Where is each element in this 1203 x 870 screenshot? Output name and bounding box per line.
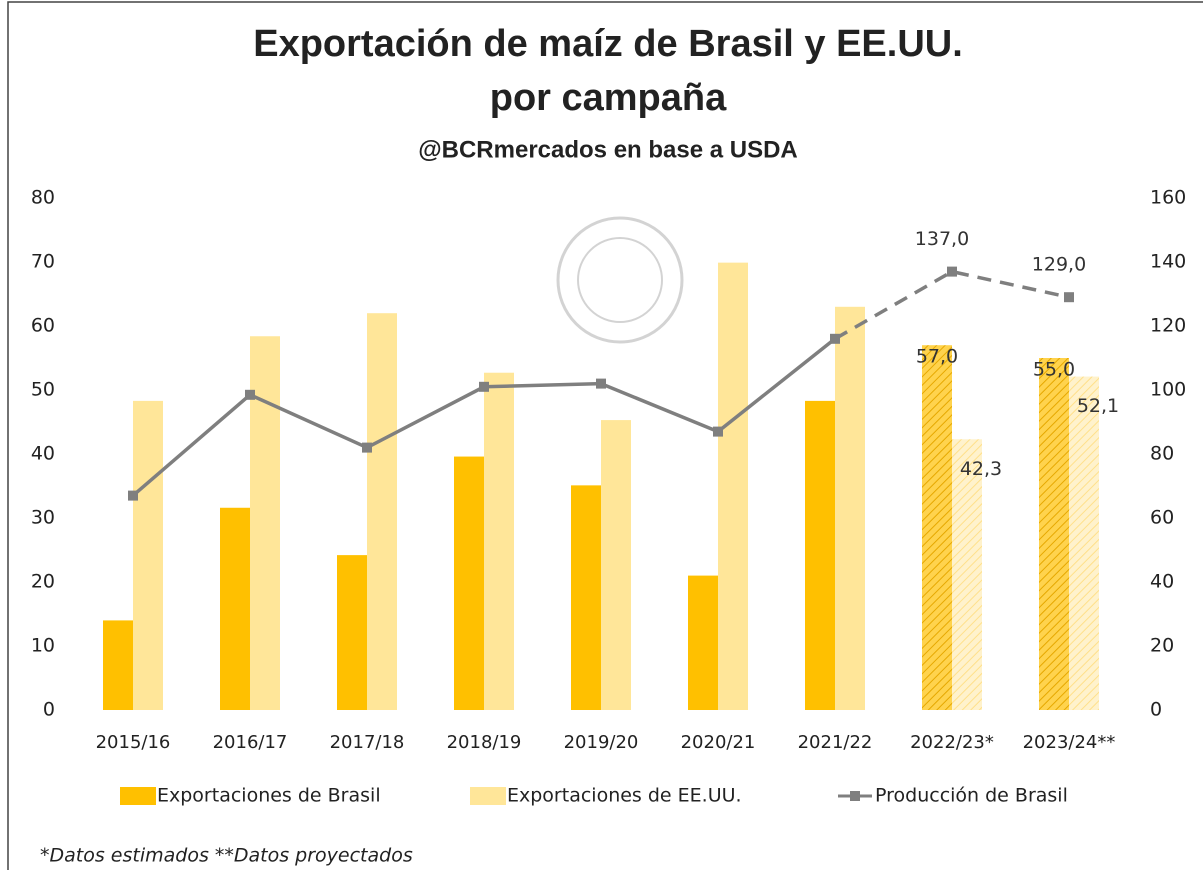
- data-label: 42,3: [960, 458, 1002, 480]
- line-marker: [596, 378, 606, 389]
- y-tick-label: 80: [31, 187, 55, 209]
- bar: [718, 262, 748, 710]
- line-marker: [1064, 292, 1074, 303]
- line-marker: [128, 490, 138, 501]
- x-tick-label: 2017/18: [330, 732, 405, 753]
- chart-title: Exportación de maíz de Brasil y EE.UU.: [253, 23, 963, 65]
- data-label: 55,0: [1033, 359, 1075, 381]
- y-tick-label: 40: [31, 443, 55, 465]
- bar: [367, 313, 397, 710]
- data-label: 52,1: [1077, 395, 1119, 417]
- bar: [103, 620, 133, 710]
- bar: [220, 507, 250, 710]
- frame: [7, 1, 1203, 870]
- legend-label: Producción de Brasil: [875, 785, 1068, 807]
- bar: [601, 420, 631, 710]
- y2-tick-label: 60: [1150, 507, 1174, 529]
- line-marker: [830, 333, 840, 344]
- y-tick-label: 10: [31, 635, 55, 657]
- y2-tick-label: 120: [1150, 315, 1186, 337]
- bar: [1039, 358, 1069, 710]
- line-marker: [479, 381, 489, 392]
- legend-label: Exportaciones de Brasil: [157, 785, 381, 807]
- y2-tick-label: 80: [1150, 443, 1174, 465]
- legend-label: Exportaciones de EE.UU.: [507, 785, 742, 807]
- bar: [952, 439, 982, 710]
- y-tick-label: 30: [31, 507, 55, 529]
- bar: [571, 485, 601, 710]
- data-label: 57,0: [916, 346, 958, 368]
- y-tick-label: 50: [31, 379, 55, 401]
- data-label: 137,0: [915, 228, 969, 250]
- legend-swatch: [120, 787, 156, 805]
- y2-tick-label: 0: [1150, 699, 1162, 721]
- x-tick-label: 2018/19: [447, 732, 522, 753]
- line-marker: [947, 266, 957, 277]
- bar: [454, 456, 484, 710]
- bar: [805, 400, 835, 710]
- y-tick-label: 70: [31, 251, 55, 273]
- bar: [133, 400, 163, 710]
- x-tick-label: 2022/23*: [910, 732, 994, 753]
- line-dashed: [834, 269, 1070, 341]
- bar: [922, 345, 952, 710]
- y-tick-label: 20: [31, 571, 55, 593]
- y2-tick-label: 20: [1150, 635, 1174, 657]
- y2-tick-label: 140: [1150, 251, 1186, 273]
- x-tick-label: 2023/24**: [1023, 732, 1116, 753]
- legend-swatch: [470, 787, 506, 805]
- bar: [337, 555, 367, 710]
- footnote: *Datos estimados **Datos proyectados: [40, 845, 413, 867]
- y-tick-label: 0: [43, 699, 55, 721]
- chart-title-line2: por campaña: [490, 77, 727, 119]
- x-tick-label: 2015/16: [96, 732, 171, 753]
- line-marker: [245, 389, 255, 400]
- chart-subtitle: @BCRmercados en base a USDA: [418, 136, 798, 163]
- line-marker: [713, 426, 723, 437]
- bar: [484, 372, 514, 710]
- legend-swatch-marker: [850, 791, 860, 801]
- x-tick-label: 2019/20: [564, 732, 639, 753]
- x-tick-label: 2020/21: [681, 732, 756, 753]
- x-tick-label: 2016/17: [213, 732, 288, 753]
- bar: [835, 306, 865, 710]
- y2-tick-label: 100: [1150, 379, 1186, 401]
- bar: [688, 575, 718, 710]
- x-tick-label: 2021/22: [798, 732, 873, 753]
- data-label: 129,0: [1032, 254, 1086, 276]
- bar: [1069, 376, 1099, 710]
- y-tick-label: 60: [31, 315, 55, 337]
- line-marker: [362, 442, 372, 453]
- y2-tick-label: 40: [1150, 571, 1174, 593]
- y2-tick-label: 160: [1150, 187, 1186, 209]
- watermark: [556, 216, 684, 344]
